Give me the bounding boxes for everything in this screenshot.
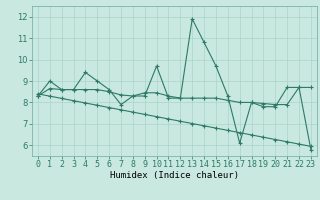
X-axis label: Humidex (Indice chaleur): Humidex (Indice chaleur)	[110, 171, 239, 180]
